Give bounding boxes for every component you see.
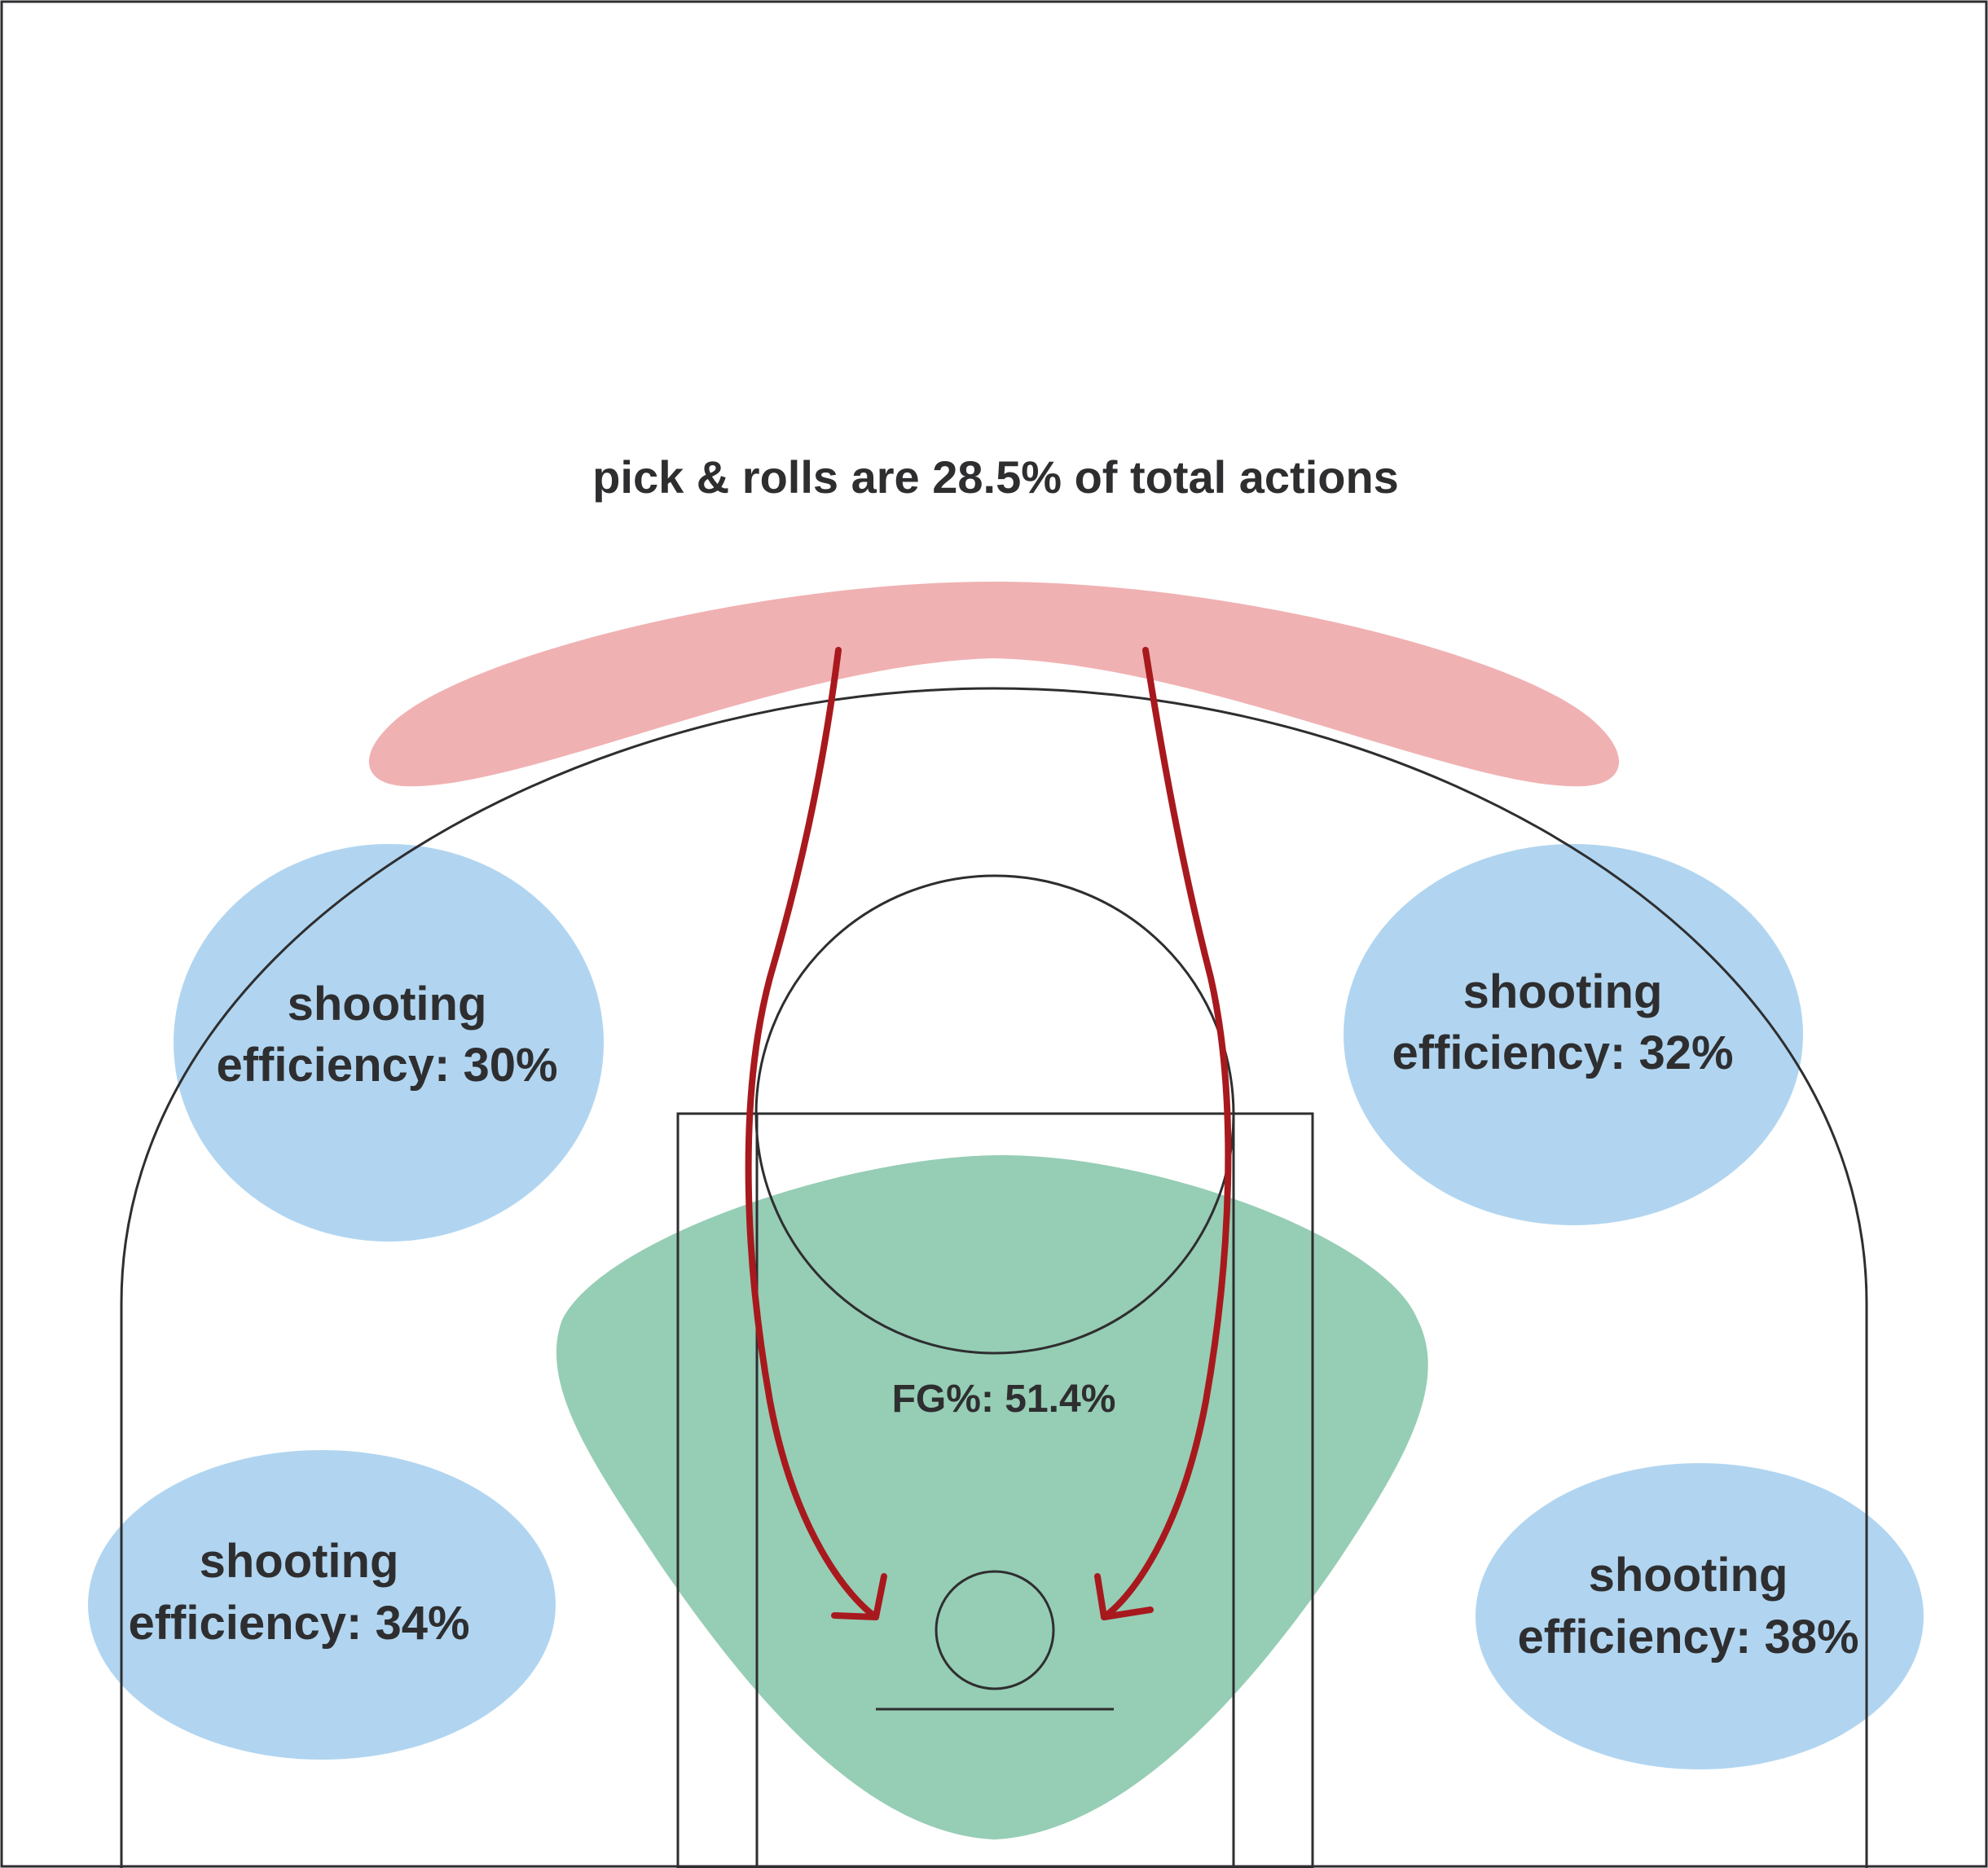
roll-arrow-left <box>745 647 879 1620</box>
zone-top-right-label-line2: efficiency: 32% <box>1392 1026 1733 1079</box>
paint-zone <box>556 1155 1428 1839</box>
roll-arrows <box>745 647 1232 1620</box>
free-throw-circle <box>754 874 1235 1355</box>
basket-rim <box>935 1570 1055 1690</box>
three-point-arc <box>120 687 1868 1868</box>
shooting-zone-bottom-left <box>88 1450 556 1760</box>
shooting-zone-top-left <box>174 844 604 1242</box>
zone-top-left-label-line1: shooting <box>288 978 487 1031</box>
zone-bottom-left-label-line1: shooting <box>200 1535 399 1588</box>
zone-bottom-right-label-line1: shooting <box>1589 1549 1788 1602</box>
roll-arrow-right-head <box>1094 1573 1154 1620</box>
shooting-zone-top-right <box>1344 844 1803 1225</box>
roll-arrow-right <box>1101 647 1232 1620</box>
shooting-zone-bottom-right <box>1476 1463 1924 1769</box>
zone-top-right-label-line1: shooting <box>1463 965 1663 1018</box>
roll-arrow-left-head <box>831 1573 887 1620</box>
pick-and-roll-zone <box>368 582 1620 787</box>
zone-bottom-left-label-line2: efficiency: 34% <box>128 1597 469 1650</box>
diagram-title: pick & rolls are 28.5% of total actions <box>592 451 1399 503</box>
paint-zone-label: FG%: 51.4% <box>892 1378 1116 1421</box>
zone-bottom-right-label-line2: efficiency: 38% <box>1517 1611 1858 1664</box>
court-lines <box>120 687 1868 1868</box>
zone-top-left-label-line2: efficiency: 30% <box>216 1039 557 1092</box>
lane-inner <box>755 1112 1235 1868</box>
